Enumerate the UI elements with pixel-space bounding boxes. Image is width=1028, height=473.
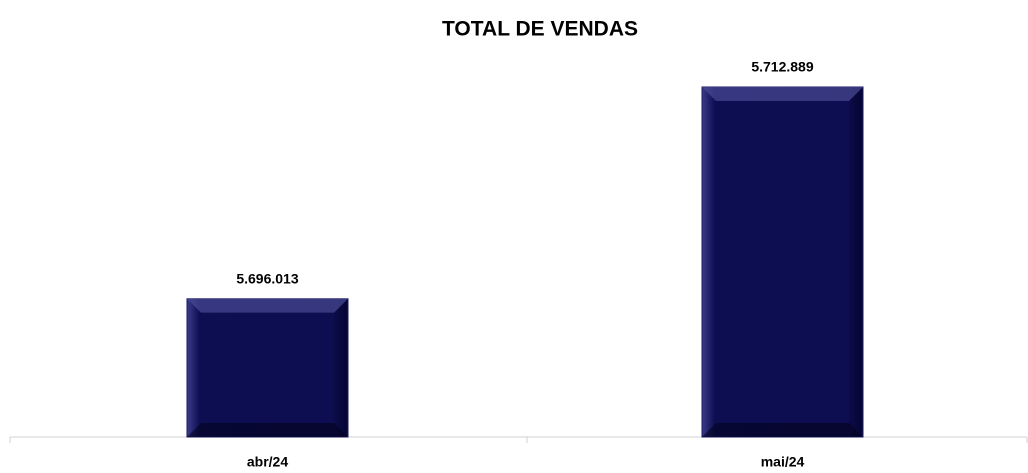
bar-bevel (187, 423, 348, 437)
bar-bevel (702, 423, 863, 437)
x-tick-label: abr/24 (247, 454, 288, 470)
bar-bevel (702, 86, 863, 101)
bar-bevel (187, 298, 348, 313)
data-label: 5.696.013 (236, 270, 298, 286)
bar-face (201, 312, 334, 423)
chart-title: TOTAL DE VENDAS (442, 18, 638, 41)
x-tick-label: mai/24 (761, 454, 805, 470)
data-label: 5.712.889 (751, 59, 813, 75)
bar-face (716, 100, 849, 424)
